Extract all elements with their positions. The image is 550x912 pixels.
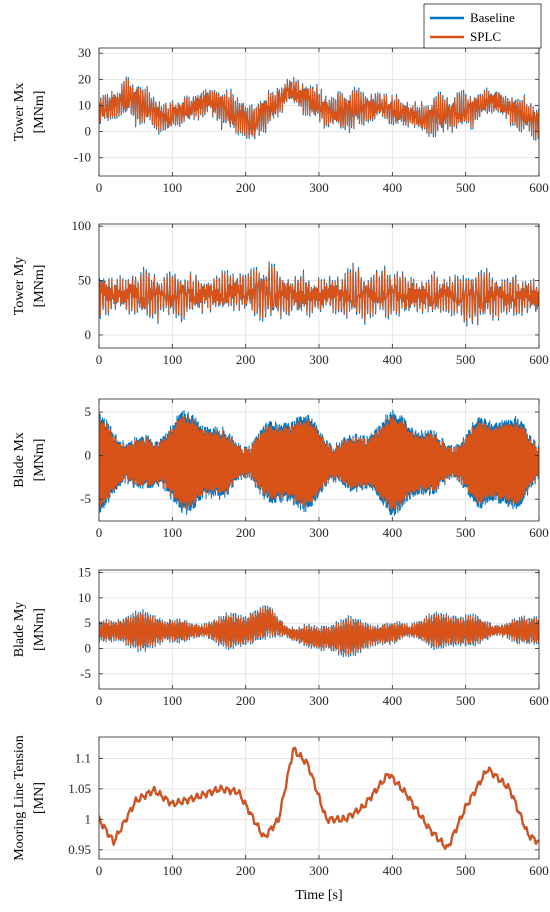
x-tick-label: 0 <box>96 352 103 367</box>
y-tick-label: 10 <box>78 590 91 605</box>
x-tick-label: 200 <box>236 180 256 195</box>
y-axis-label: [MNm] <box>32 265 47 308</box>
x-tick-label: 100 <box>163 693 183 708</box>
x-tick-label: 500 <box>456 180 476 195</box>
x-tick-label: 500 <box>456 525 476 540</box>
x-tick-label: 200 <box>236 352 256 367</box>
chart-panel-3: 0 100 200 300 400 500 600 -5 0 5 Blade Mx [MNm] <box>12 398 549 540</box>
x-tick-label: 400 <box>383 693 403 708</box>
x-tick-label: 300 <box>309 863 329 878</box>
x-axis-label: Time [s] <box>295 888 342 903</box>
x-tick-label: 200 <box>236 693 256 708</box>
x-tick-label: 400 <box>383 525 403 540</box>
chart-panel-5: 0 100 200 300 400 500 600 0.95 1 1.05 1.1 Mooring L… <box>12 735 549 903</box>
chart-panel-1: 0 100 200 300 400 500 600 -10 0 10 20 30 Tower Mx [MN… <box>12 45 549 195</box>
y-tick-label: 5 <box>85 404 92 419</box>
y-tick-label: 30 <box>78 45 91 60</box>
y-axis-label: [MNm] <box>32 439 47 482</box>
x-tick-label: 300 <box>309 180 329 195</box>
y-tick-label: 20 <box>78 71 91 86</box>
x-tick-label: 600 <box>529 693 549 708</box>
y-tick-label: 100 <box>72 218 92 233</box>
series-line-baseline <box>99 605 539 658</box>
legend-entry-baseline: Baseline <box>470 10 515 25</box>
y-tick-label: 50 <box>78 273 91 288</box>
y-tick-label: 5 <box>85 615 92 630</box>
series-line-splc <box>99 606 539 656</box>
y-tick-label: 0.95 <box>68 842 91 857</box>
y-tick-label: -5 <box>80 666 91 681</box>
y-tick-label: 0 <box>85 448 92 463</box>
x-tick-label: 600 <box>529 863 549 878</box>
legend-entry-splc: SPLC <box>470 29 501 44</box>
y-tick-label: 0 <box>85 640 92 655</box>
series-line-baseline <box>99 409 539 516</box>
chart-panel-2: 0 100 200 300 400 500 600 0 50 100 Tower My [MNm] <box>12 218 549 367</box>
x-tick-label: 400 <box>383 863 403 878</box>
x-tick-label: 500 <box>456 352 476 367</box>
series-line-splc <box>99 415 539 511</box>
x-tick-label: 100 <box>163 180 183 195</box>
x-tick-label: 0 <box>96 180 103 195</box>
x-tick-label: 200 <box>236 525 256 540</box>
y-tick-label: 1 <box>85 811 92 826</box>
series-line-splc <box>99 746 539 850</box>
y-axis-label: [MNm] <box>32 608 47 651</box>
x-tick-label: 400 <box>383 180 403 195</box>
series-line-splc <box>99 78 539 139</box>
chart-panel-4: 0 100 200 300 400 500 600 -5 0 5 10 15 Blade My [MNm] <box>12 565 549 708</box>
x-tick-label: 200 <box>236 863 256 878</box>
y-axis-label: Blade My <box>12 602 27 658</box>
y-axis-label: Tower My <box>12 257 27 316</box>
x-tick-label: 500 <box>456 863 476 878</box>
legend-box <box>423 3 542 49</box>
x-tick-label: 100 <box>163 863 183 878</box>
y-axis-label: Mooring Line Tension <box>12 735 27 861</box>
x-tick-label: 0 <box>96 693 103 708</box>
y-axis-label: [MN] <box>32 782 47 814</box>
series-line-splc <box>99 264 539 324</box>
x-tick-label: 0 <box>96 525 103 540</box>
y-axis-label: [MNm] <box>32 91 47 134</box>
x-tick-label: 300 <box>309 525 329 540</box>
x-tick-label: 300 <box>309 352 329 367</box>
y-tick-label: 0 <box>85 327 92 342</box>
x-tick-label: 600 <box>529 352 549 367</box>
legend: Baseline SPLC <box>423 3 542 49</box>
x-tick-label: 600 <box>529 525 549 540</box>
x-tick-label: 100 <box>163 525 183 540</box>
y-tick-label: 1.1 <box>75 750 91 765</box>
x-tick-label: 300 <box>309 693 329 708</box>
x-tick-label: 0 <box>96 863 103 878</box>
y-tick-label: 15 <box>78 565 91 580</box>
x-tick-label: 500 <box>456 693 476 708</box>
y-tick-label: 1.05 <box>68 781 91 796</box>
y-axis-label: Tower Mx <box>12 83 27 142</box>
x-tick-label: 100 <box>163 352 183 367</box>
y-axis-label: Blade Mx <box>12 432 27 488</box>
x-tick-label: 400 <box>383 352 403 367</box>
x-tick-label: 600 <box>529 180 549 195</box>
y-tick-label: -10 <box>74 150 91 165</box>
y-tick-label: -5 <box>80 491 91 506</box>
y-tick-label: 0 <box>85 124 92 139</box>
y-tick-label: 10 <box>78 97 91 112</box>
